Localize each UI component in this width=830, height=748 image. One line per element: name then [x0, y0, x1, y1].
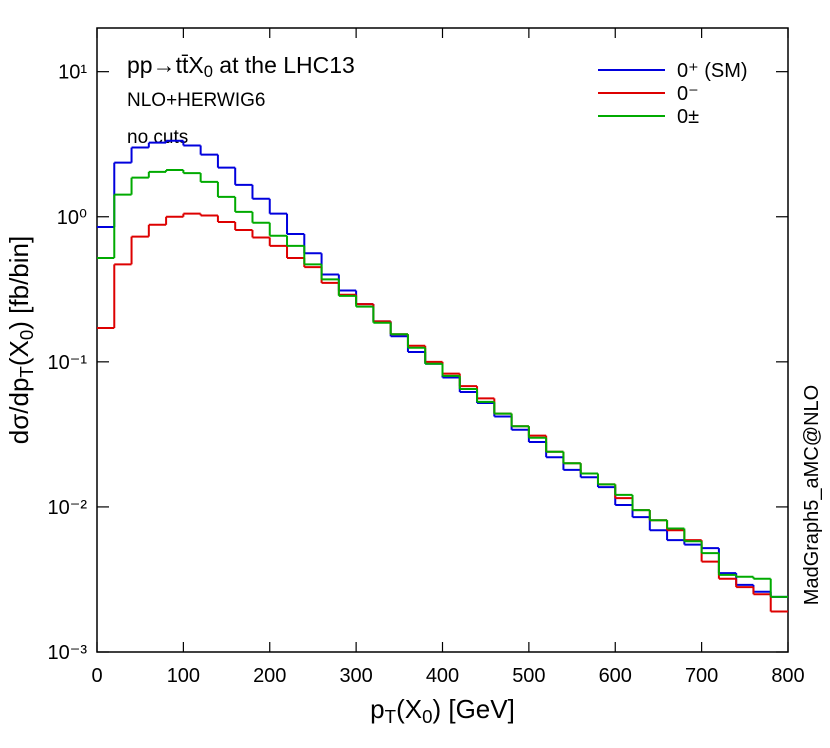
text-part: at the LHC13: [213, 52, 355, 78]
y-tick-label: 10⁻¹: [48, 352, 88, 374]
x-tick-label: 200: [253, 665, 286, 687]
x-tick-label: 500: [512, 665, 545, 687]
series: [97, 212, 788, 613]
text-part: pp→tt̄X: [127, 52, 204, 78]
x-tick-label: 700: [685, 665, 718, 687]
annotation: no cuts: [127, 127, 188, 148]
y-axis-label: dσ/dpT(X0) [fb/bin]: [4, 236, 37, 444]
side-label: MadGraph5_aMC@NLO: [801, 385, 823, 605]
subscript: T: [385, 706, 396, 727]
x-tick-label: 300: [339, 665, 372, 687]
legend-label: 0⁻: [677, 83, 699, 105]
x-tick-label: 800: [771, 665, 804, 687]
x-tick-label: 0: [91, 665, 102, 687]
x-tick-label: 600: [599, 665, 632, 687]
series: [97, 169, 788, 598]
y-tick-label: 10⁻²: [48, 497, 88, 519]
subscript: 0: [204, 62, 213, 81]
y-tick-label: 10⁻³: [48, 642, 88, 664]
x-axis-label: pT(X0) [GeV]: [370, 694, 515, 727]
x-tick-label: 400: [426, 665, 459, 687]
subscript: 0: [16, 330, 37, 340]
subscript: T: [16, 366, 37, 377]
legend-label: 0⁺ (SM): [677, 60, 748, 82]
y-tick-label: 10¹: [58, 62, 87, 84]
y-tick-label: 10⁰: [57, 207, 87, 229]
subscript: 0: [422, 706, 432, 727]
text-part: ) [fb/bin]: [4, 236, 34, 330]
text-part: (X: [4, 340, 34, 366]
text-part: dσ/dp: [4, 378, 34, 445]
text-part: p: [370, 694, 384, 724]
annotation: NLO+HERWIG6: [127, 90, 266, 111]
legend-label: 0±: [677, 106, 699, 128]
text-part: ) [GeV]: [432, 694, 514, 724]
text-part: (X: [396, 694, 422, 724]
chart-title: pp→tt̄X0 at the LHC13: [127, 52, 355, 81]
x-tick-label: 100: [167, 665, 200, 687]
